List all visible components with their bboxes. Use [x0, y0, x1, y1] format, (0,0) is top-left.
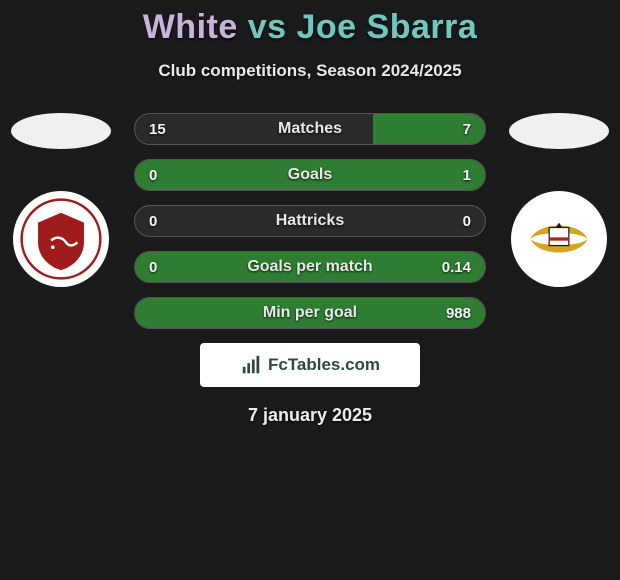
right-side	[504, 113, 614, 287]
bar-chart-icon	[240, 354, 262, 376]
player1-club-badge-icon	[13, 191, 109, 287]
brand-text: FcTables.com	[268, 355, 380, 375]
stat-row-goals: 0 Goals 1	[134, 159, 486, 191]
player2-name: Joe Sbarra	[297, 8, 478, 46]
stat-row-min-per-goal: Min per goal 988	[134, 297, 486, 329]
stat-label: Min per goal	[135, 298, 485, 328]
main-row: 15 Matches 7 0 Goals 1 0 Hattricks 0 0 G…	[0, 113, 620, 426]
stat-label: Goals per match	[135, 252, 485, 282]
stat-row-goals-per-match: 0 Goals per match 0.14	[134, 251, 486, 283]
stat-row-hattricks: 0 Hattricks 0	[134, 205, 486, 237]
comparison-card: White vs Joe Sbarra Club competitions, S…	[0, 0, 620, 426]
player1-flag-icon	[11, 113, 111, 149]
left-side	[6, 113, 116, 287]
subtitle: Club competitions, Season 2024/2025	[0, 61, 620, 81]
stat-label: Hattricks	[135, 206, 485, 236]
stat-label: Matches	[135, 114, 485, 144]
vs-text: vs	[248, 8, 287, 46]
stat-row-matches: 15 Matches 7	[134, 113, 486, 145]
player1-name: White	[143, 8, 238, 46]
stat-value-right: 0.14	[442, 252, 471, 282]
brand-badge[interactable]: FcTables.com	[200, 343, 420, 387]
player2-club-badge-icon	[511, 191, 607, 287]
player2-flag-icon	[509, 113, 609, 149]
page-title: White vs Joe Sbarra	[0, 8, 620, 47]
stat-value-right: 988	[446, 298, 471, 328]
stat-value-right: 1	[463, 160, 471, 190]
date-text: 7 january 2025	[134, 405, 486, 426]
stats-column: 15 Matches 7 0 Goals 1 0 Hattricks 0 0 G…	[116, 113, 504, 426]
stat-label: Goals	[135, 160, 485, 190]
stat-value-right: 7	[463, 114, 471, 144]
stat-value-right: 0	[463, 206, 471, 236]
